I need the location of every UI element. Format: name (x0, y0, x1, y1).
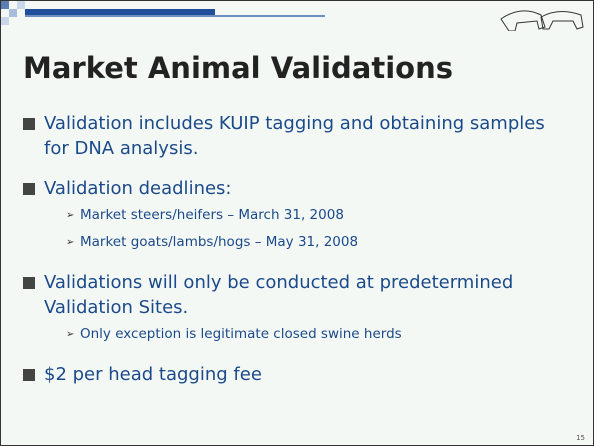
slide: Market Animal Validations Validation inc… (0, 0, 594, 446)
sub-bullet: Only exception is legitimate closed swin… (44, 322, 568, 347)
sub-bullet: Market goats/lambs/hogs – May 31, 2008 (44, 230, 568, 255)
bullet-list: Validation includes KUIP tagging and obt… (23, 111, 568, 402)
header-decoration (1, 1, 593, 31)
bullet: Validations will only be conducted at pr… (23, 270, 568, 347)
slide-title: Market Animal Validations (23, 51, 453, 85)
page-number: 15 (576, 434, 585, 442)
bullet: Validation deadlines:Market steers/heife… (23, 176, 568, 255)
bullet: $2 per head tagging fee (23, 362, 568, 387)
sub-bullet: Market steers/heifers – March 31, 2008 (44, 203, 568, 228)
bullet: Validation includes KUIP tagging and obt… (23, 111, 568, 161)
